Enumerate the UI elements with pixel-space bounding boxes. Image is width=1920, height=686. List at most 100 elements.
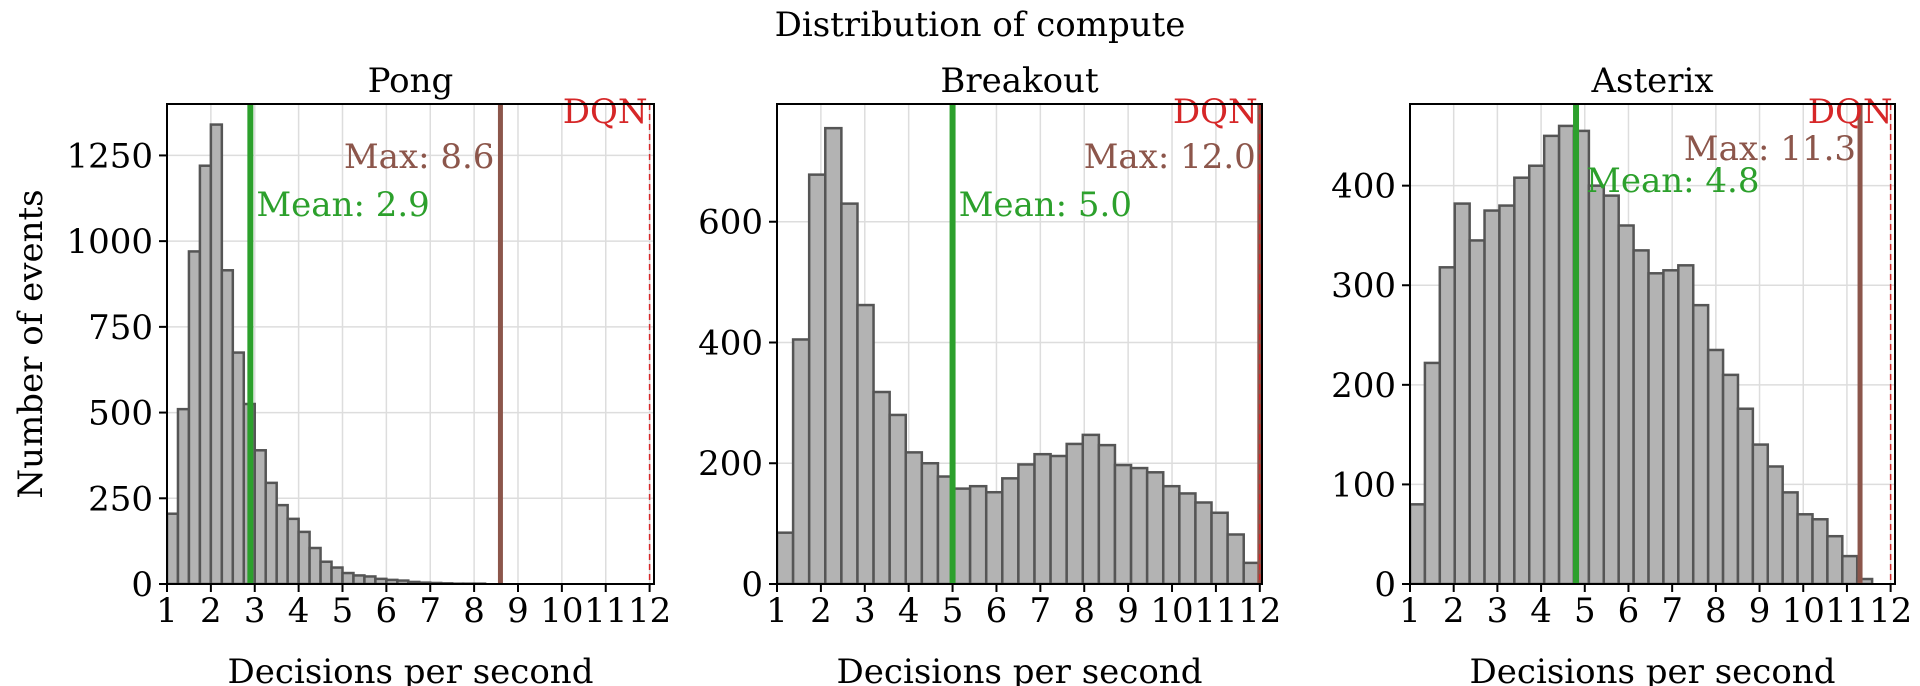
histogram-bar xyxy=(1677,264,1695,584)
histogram-bar xyxy=(1483,209,1501,584)
x-tick-label: 10 xyxy=(1782,591,1825,631)
histogram-bar xyxy=(807,173,827,584)
mean-label: Mean: 5.0 xyxy=(959,185,1132,225)
histogram-bar xyxy=(1662,269,1680,584)
x-tick-label: 5 xyxy=(332,591,354,631)
histogram-bar xyxy=(297,530,311,584)
histogram-bar xyxy=(253,449,267,584)
histogram-bar xyxy=(1033,452,1052,584)
histogram-bar xyxy=(1468,239,1486,584)
histogram-bar xyxy=(777,531,795,584)
histogram-bar xyxy=(1706,348,1725,584)
y-tick-label: 1000 xyxy=(66,222,153,262)
histogram-bars xyxy=(1410,124,1874,584)
x-tick-label: 3 xyxy=(1487,591,1509,631)
histogram-bar xyxy=(198,164,213,584)
histogram-bar xyxy=(1145,471,1165,584)
histogram-bar xyxy=(1194,501,1213,584)
histogram-bar xyxy=(1453,202,1471,584)
histogram-bar xyxy=(1226,533,1245,584)
histogram-bar xyxy=(231,351,246,584)
histogram-bar xyxy=(1161,484,1181,584)
axes-frame xyxy=(776,103,1263,585)
y-tick-label: 250 xyxy=(88,479,153,519)
histogram-bar xyxy=(286,517,300,584)
histogram-bar xyxy=(1129,466,1149,584)
axes-frame xyxy=(1409,103,1896,585)
x-tick-label: 7 xyxy=(1030,591,1052,631)
x-tick-label: 8 xyxy=(1073,591,1095,631)
histogram-bar xyxy=(1542,134,1561,584)
x-tick-label: 5 xyxy=(942,591,964,631)
y-tick-label: 400 xyxy=(1331,167,1396,207)
dqn-label: DQN xyxy=(563,92,648,132)
histogram-bar xyxy=(220,269,235,584)
y-tick-label: 600 xyxy=(698,203,763,243)
histogram-bar xyxy=(1602,194,1620,584)
x-axis-label: Decisions per second xyxy=(837,652,1203,686)
histogram-bar xyxy=(1811,518,1829,584)
histogram-bar xyxy=(1781,491,1799,584)
histogram-bar xyxy=(888,413,908,584)
x-tick-label: 1 xyxy=(1399,591,1421,631)
max-label: Max: 8.6 xyxy=(344,137,495,177)
x-tick-label: 9 xyxy=(507,591,529,631)
histogram-bar xyxy=(791,338,811,584)
x-tick-label: 4 xyxy=(898,591,920,631)
x-tick-label: 12 xyxy=(628,591,671,631)
x-tick-label: 11 xyxy=(584,591,627,631)
histogram-bar xyxy=(209,123,224,584)
histogram-bar xyxy=(1498,204,1516,584)
x-tick-label: 8 xyxy=(463,591,485,631)
x-tick-label: 6 xyxy=(1618,591,1640,631)
x-tick-label: 9 xyxy=(1749,591,1771,631)
histogram-bar xyxy=(1017,463,1036,584)
panel-title: Breakout xyxy=(940,61,1099,101)
histogram-bar xyxy=(308,546,322,584)
x-tick-label: 12 xyxy=(1238,591,1281,631)
histogram-bar xyxy=(1617,224,1635,584)
histogram-bar xyxy=(1632,249,1650,584)
x-tick-label: 6 xyxy=(376,591,398,631)
histogram-bars xyxy=(777,126,1262,584)
histogram-bar xyxy=(1113,463,1133,584)
y-tick-label: 0 xyxy=(1374,565,1396,605)
x-tick-label: 4 xyxy=(288,591,310,631)
histogram-bar xyxy=(1513,176,1531,584)
x-tick-label: 10 xyxy=(540,591,583,631)
histogram-bar xyxy=(984,490,1004,584)
y-tick-label: 750 xyxy=(88,308,153,348)
histogram-bar xyxy=(952,487,972,584)
histogram-bar xyxy=(1001,477,1020,584)
histogram-bar xyxy=(352,574,366,584)
histogram-bar xyxy=(319,560,333,584)
x-axis-label: Decisions per second xyxy=(1470,652,1836,686)
x-tick-label: 11 xyxy=(1825,591,1868,631)
dqn-label: DQN xyxy=(1808,92,1893,132)
x-tick-label: 6 xyxy=(986,591,1008,631)
x-tick-label: 1 xyxy=(766,591,788,631)
histogram-bar xyxy=(1065,442,1085,584)
histogram-bar xyxy=(1691,303,1710,584)
histogram-bar xyxy=(856,303,875,584)
y-tick-label: 0 xyxy=(131,565,153,605)
histogram-bar xyxy=(1826,534,1844,584)
histogram-bar xyxy=(1736,407,1755,584)
mean-label: Mean: 4.8 xyxy=(1586,161,1759,201)
histogram-bar xyxy=(1587,184,1606,584)
dqn-label: DQN xyxy=(1173,92,1258,132)
x-tick-label: 5 xyxy=(1574,591,1596,631)
histogram-bar xyxy=(920,461,940,584)
figure-title: Distribution of compute xyxy=(775,5,1186,45)
histogram-bar xyxy=(840,202,859,584)
histogram-bar xyxy=(1855,577,1874,584)
x-tick-label: 8 xyxy=(1705,591,1727,631)
histogram-bar xyxy=(1751,443,1770,584)
x-axis-label: Decisions per second xyxy=(228,652,594,686)
y-tick-label: 300 xyxy=(1331,266,1396,306)
y-tick-label: 200 xyxy=(698,444,763,484)
histogram-bar xyxy=(1178,492,1197,584)
y-tick-label: 400 xyxy=(698,323,763,363)
